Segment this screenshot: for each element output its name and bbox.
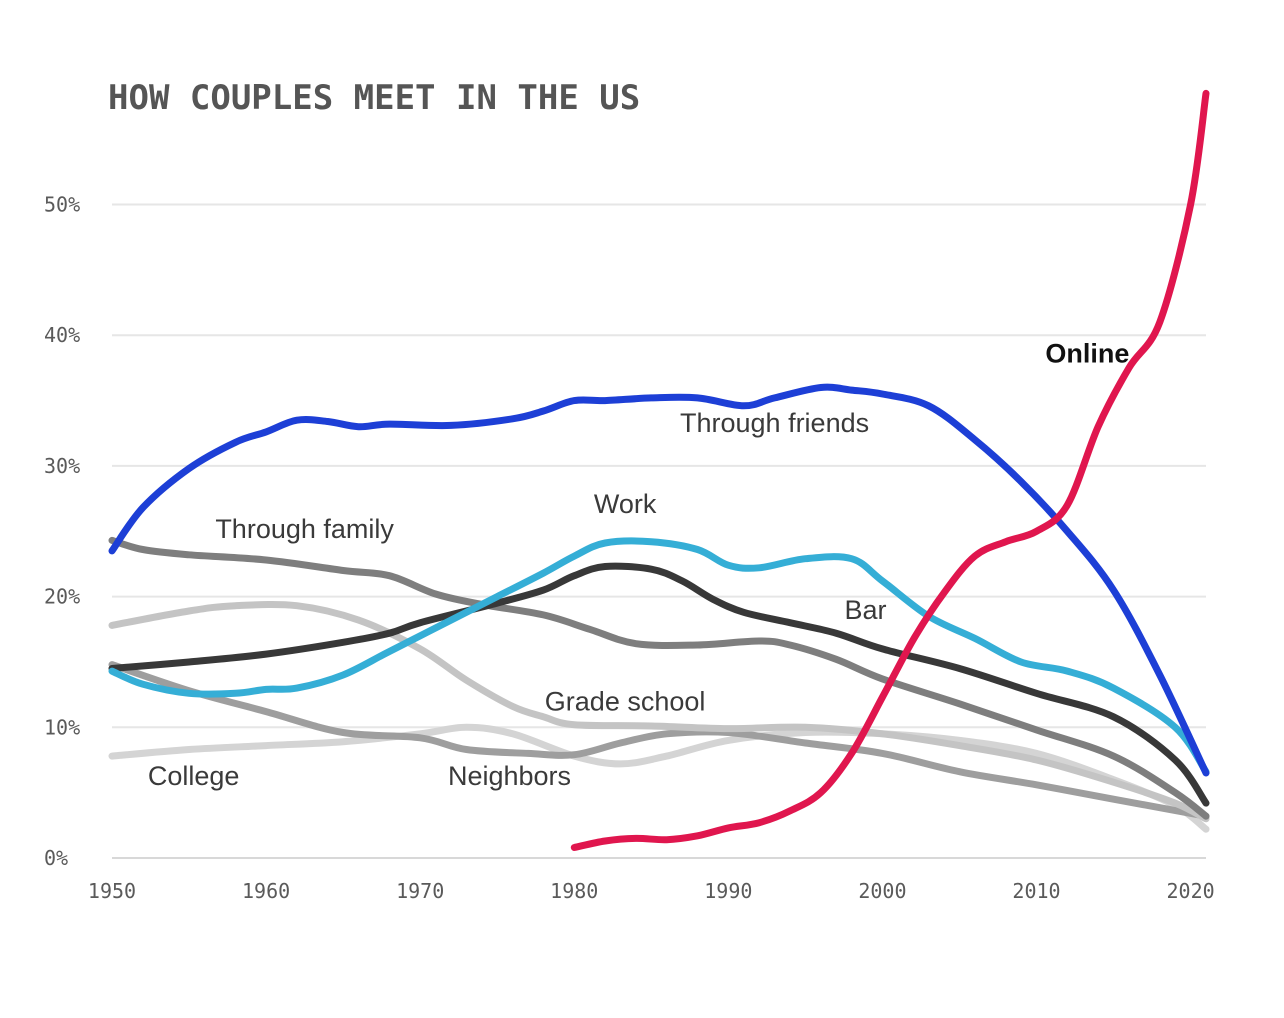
annotation-neighbors: Neighbors	[448, 761, 571, 791]
y-tick-label-30: 30%	[44, 454, 80, 478]
x-tick-label-1990: 1990	[704, 879, 752, 903]
annotation-online: Online	[1045, 339, 1129, 369]
annotation-grade-school: Grade school	[545, 686, 706, 716]
annotation-college: College	[148, 761, 240, 791]
x-tick-label-1960: 1960	[242, 879, 290, 903]
y-tick-label-40: 40%	[44, 323, 80, 347]
series-line-work	[108, 537, 1210, 776]
series-line-college	[108, 723, 1210, 833]
annotation-work: Work	[594, 489, 657, 519]
y-tick-label-10: 10%	[44, 715, 80, 739]
x-tick-label-1980: 1980	[550, 879, 598, 903]
series-lines	[108, 89, 1210, 851]
x-tick-label-1950: 1950	[88, 879, 136, 903]
series-line-through-friends	[108, 383, 1210, 777]
annotation-through-friends: Through friends	[680, 408, 869, 438]
y-tick-label-50: 50%	[44, 193, 80, 217]
axis-ticks: 0% 10% 20% 30% 40% 50% 1950 1960 1970 1980 1990 200…	[44, 193, 1215, 904]
gridlines	[112, 203, 1206, 859]
x-tick-label-2000: 2000	[858, 879, 906, 903]
y-tick-label-0: 0%	[44, 846, 68, 870]
annotation-bar: Bar	[844, 595, 886, 625]
x-tick-label-2020: 2020	[1167, 879, 1215, 903]
series-line-online	[570, 89, 1210, 851]
series-line-neighbors	[108, 661, 1210, 820]
series-line-grade-school	[108, 600, 1210, 823]
series-line-bar	[108, 562, 1210, 807]
series-annotations: Online Through friends Work Through family B…	[148, 339, 1129, 791]
x-tick-label-2010: 2010	[1012, 879, 1060, 903]
series-line-through-family	[108, 536, 1210, 820]
y-tick-label-20: 20%	[44, 585, 80, 609]
x-tick-label-1970: 1970	[396, 879, 444, 903]
chart-title: HOW COUPLES MEET IN THE US	[108, 78, 640, 118]
annotation-through-family: Through family	[215, 514, 394, 544]
